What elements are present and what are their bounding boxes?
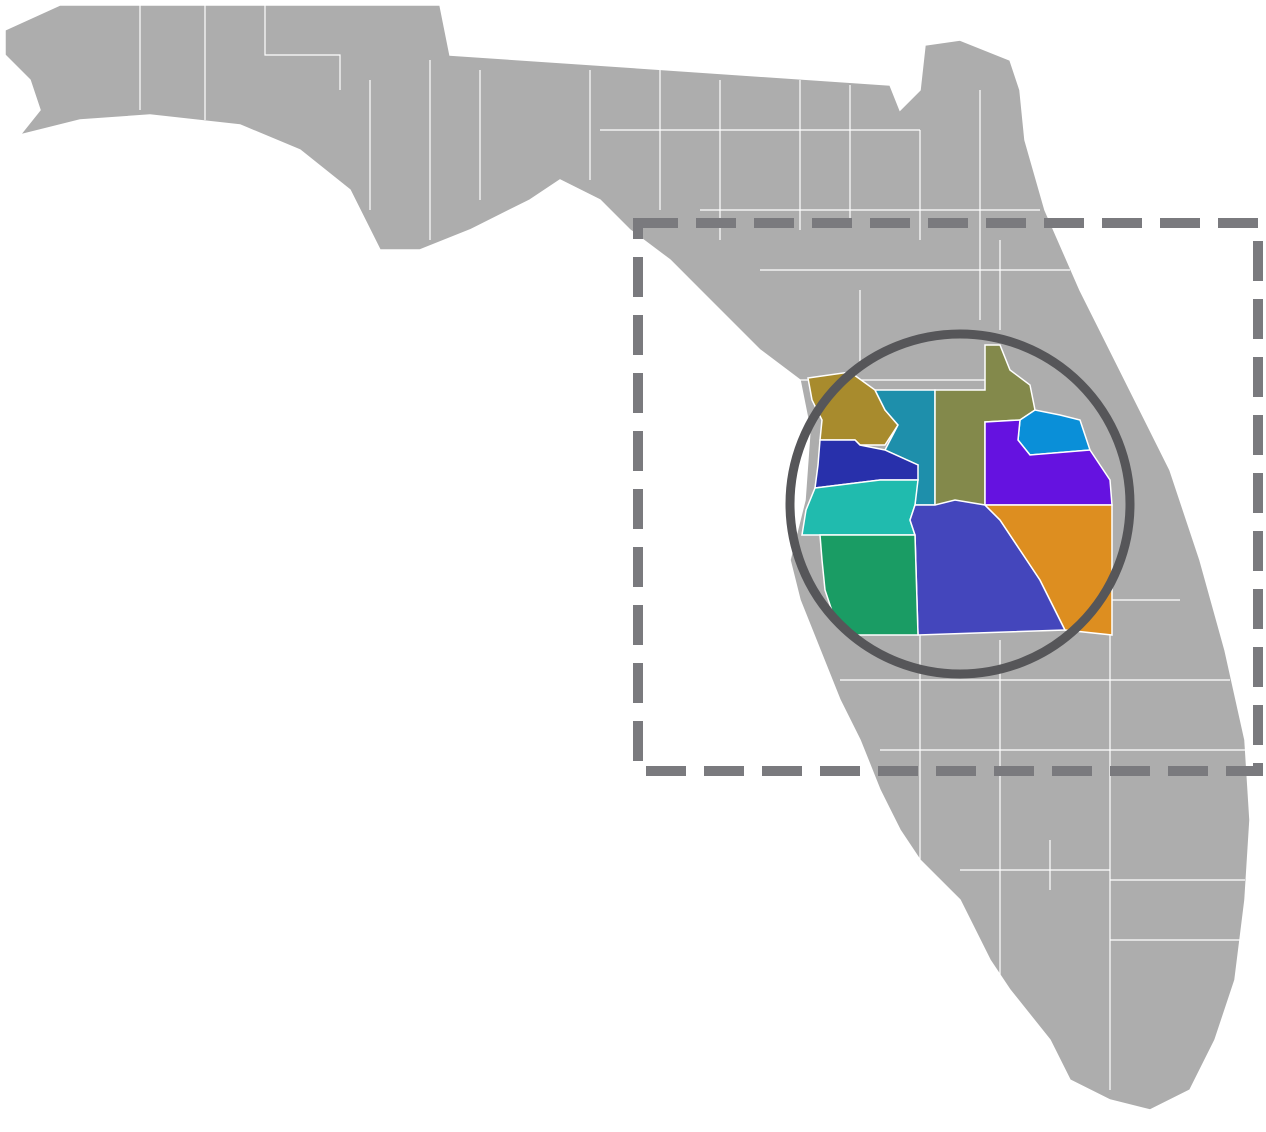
county <box>814 439 919 489</box>
focus-box <box>633 218 1263 776</box>
focus-circle <box>785 329 1135 679</box>
county <box>801 479 919 536</box>
county <box>983 504 1113 636</box>
county-lines <box>139 5 1250 1090</box>
